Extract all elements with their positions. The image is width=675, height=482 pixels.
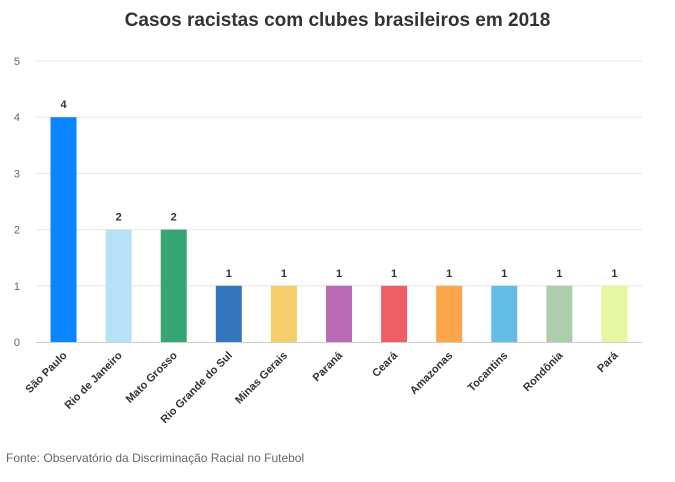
category-label: Amazonas — [408, 350, 455, 397]
data-label: 4 — [60, 99, 67, 111]
category-label: Paraná — [311, 349, 346, 384]
bar — [326, 285, 352, 342]
y-tick-label: 1 — [14, 281, 20, 293]
bar — [50, 117, 77, 342]
category-label: São Paulo — [24, 349, 70, 395]
data-label: 1 — [281, 268, 287, 280]
category-label: Rio de Janeiro — [63, 349, 125, 411]
y-tick-label: 4 — [14, 112, 20, 124]
data-label: 1 — [611, 268, 617, 280]
data-label: 2 — [171, 212, 177, 224]
y-tick-label: 0 — [14, 337, 20, 349]
bar — [270, 285, 297, 342]
category-label: Tocantins — [466, 350, 511, 395]
data-label: 1 — [446, 268, 452, 280]
bar-chart: 0 1 2 3 4 5 4 São Paulo 2 Rio de Janeiro 2 Mato Gro… — [14, 56, 642, 426]
y-tick-label: 3 — [14, 168, 20, 180]
data-label: 1 — [391, 268, 397, 280]
bar — [105, 229, 132, 342]
source-note: Fonte: Observatório da Discriminação Rac… — [6, 451, 305, 465]
bar — [491, 285, 518, 342]
data-label: 1 — [336, 268, 342, 280]
category-label: Pará — [595, 349, 621, 375]
chart-title: Casos racistas com clubes brasileiros em… — [124, 10, 551, 31]
category-label: Ceará — [370, 349, 401, 380]
y-tick-label: 5 — [14, 56, 20, 68]
bar — [215, 285, 242, 342]
data-label: 1 — [226, 268, 232, 280]
category-label: Rondônia — [521, 349, 566, 394]
data-label: 2 — [116, 212, 122, 224]
category-label: Minas Gerais — [233, 350, 290, 407]
y-tick-label: 2 — [14, 225, 20, 237]
bar — [546, 285, 573, 342]
bar — [436, 285, 463, 342]
category-label: Mato Grosso — [124, 349, 180, 405]
bar — [160, 229, 187, 342]
data-label: 1 — [501, 268, 507, 280]
bar — [601, 285, 628, 342]
bar — [381, 285, 408, 342]
data-label: 1 — [556, 268, 562, 280]
